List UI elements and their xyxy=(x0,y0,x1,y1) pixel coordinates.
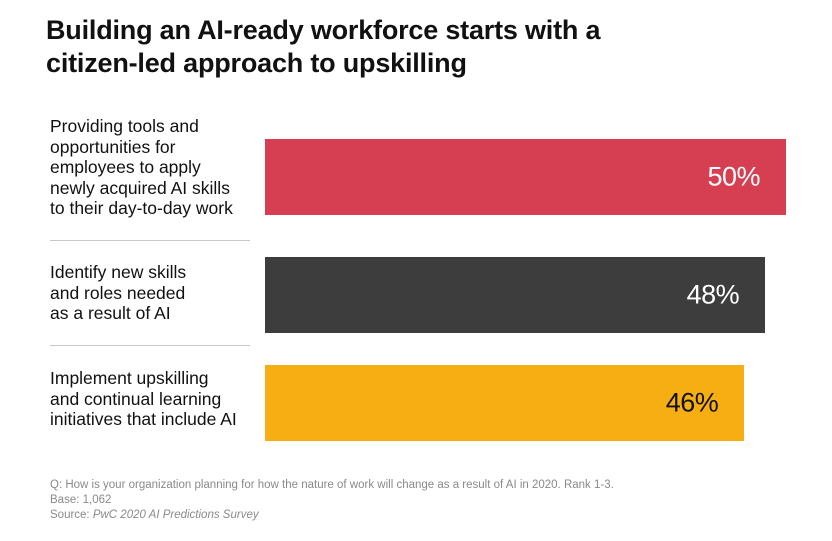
chart-title-line-1: Building an AI-ready workforce starts wi… xyxy=(46,15,601,45)
chart-title: Building an AI-ready workforce starts wi… xyxy=(46,14,786,80)
row-divider-1 xyxy=(50,240,250,241)
bar-1: 50% xyxy=(265,139,786,215)
bar-value-label-1: 50% xyxy=(707,161,760,192)
footnote-base: Base: 1,062 xyxy=(50,494,112,506)
category-label-2-line-3: as a result of AI xyxy=(50,303,171,323)
footnote-question: Q: How is your organization planning for… xyxy=(50,479,614,491)
bar-value-label-3: 46% xyxy=(665,387,719,418)
bar-value-label-2: 48% xyxy=(686,279,740,310)
category-label-1-line-5: to their day-to-day work xyxy=(50,198,233,218)
category-label-2-line-1: Identify new skills xyxy=(50,262,187,282)
row-divider-2 xyxy=(50,345,250,346)
category-label-1-line-4: newly acquired AI skills xyxy=(50,177,230,198)
footnote-source-name: PwC 2020 AI Predictions Survey xyxy=(92,509,259,521)
chart-title-line-2: citizen-led approach to upskilling xyxy=(46,48,467,78)
category-label-3-line-2: and continual learning xyxy=(50,388,222,409)
category-label-2-line-2: and roles needed xyxy=(50,282,186,303)
category-label-3-line-3: initiatives that include AI xyxy=(50,409,237,429)
bar-2: 48% xyxy=(265,257,766,333)
category-label-1-line-3: employees to apply xyxy=(50,157,201,177)
category-label-3: Implement upskilling and continual learni… xyxy=(50,368,265,430)
category-label-2: Identify new skills and roles needed as a … xyxy=(50,262,265,324)
footnote-source: Source: PwC 2020 AI Predictions Survey xyxy=(50,508,614,523)
category-label-3-line-1: Implement upskilling xyxy=(50,368,209,388)
bar-3: 46% xyxy=(265,365,745,441)
footnote: Q: How is your organization planning for… xyxy=(50,478,614,523)
footnote-source-prefix: Source: xyxy=(50,509,93,521)
category-label-1: Providing tools and opportunities for empl… xyxy=(50,116,265,219)
category-label-1-line-2: opportunities for xyxy=(50,136,176,157)
category-label-1-line-1: Providing tools and xyxy=(50,116,199,136)
